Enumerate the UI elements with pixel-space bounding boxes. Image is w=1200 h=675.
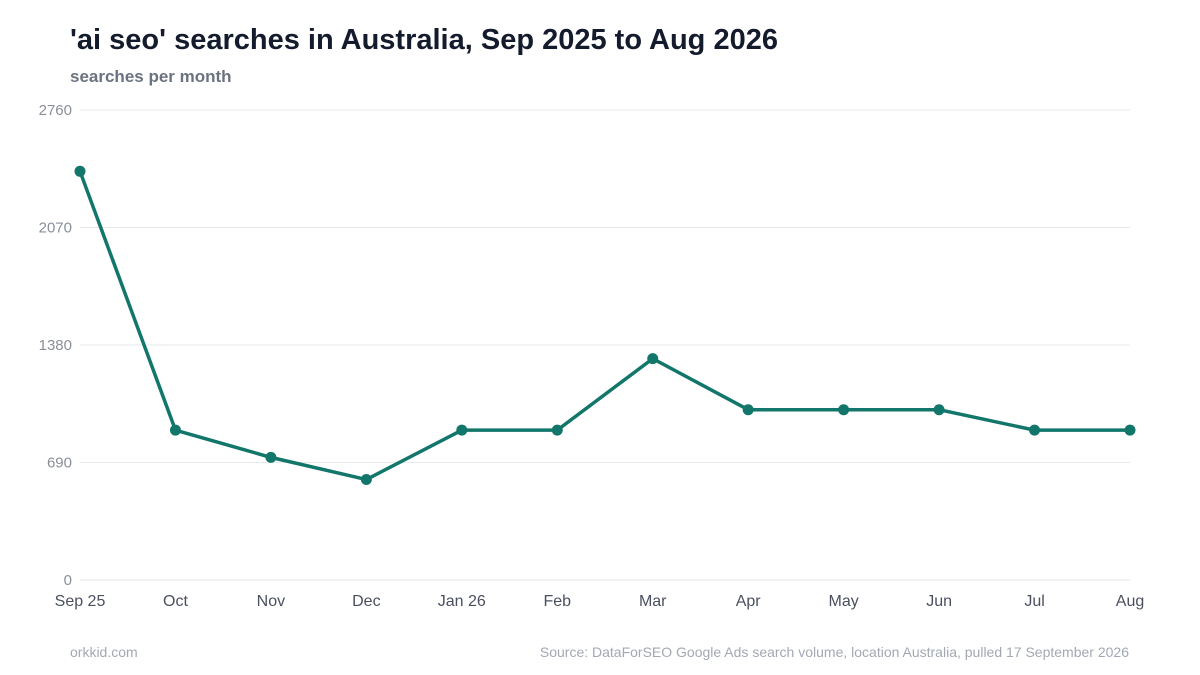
data-point[interactable] xyxy=(647,353,659,365)
x-tick-label: Oct xyxy=(163,593,188,610)
y-tick-label: 0 xyxy=(64,572,72,589)
y-tick-label: 2070 xyxy=(39,220,72,237)
y-tick-label: 690 xyxy=(47,455,72,472)
data-point[interactable] xyxy=(742,404,754,416)
footer-site[interactable]: orkkid.com xyxy=(70,644,138,660)
series-line xyxy=(78,169,1132,482)
series-layer xyxy=(74,165,1136,486)
x-tick-label: Dec xyxy=(352,593,380,610)
data-point[interactable] xyxy=(1029,424,1041,436)
y-tick-label: 1380 xyxy=(39,337,72,354)
x-tick-label: Apr xyxy=(736,593,762,610)
x-axis-ticks: Sep 25 Oct Nov Dec Jan 26 Feb Mar Apr May Jun Jul A… xyxy=(55,593,1145,610)
data-point[interactable] xyxy=(1124,424,1136,436)
data-point[interactable] xyxy=(265,451,277,463)
data-point[interactable] xyxy=(456,424,468,436)
data-point[interactable] xyxy=(169,424,181,436)
x-tick-label: Jul xyxy=(1024,593,1044,610)
x-tick-label: Feb xyxy=(543,593,571,610)
x-tick-label: Sep 25 xyxy=(55,593,106,610)
y-tick-label: 2760 xyxy=(39,102,72,119)
x-tick-label: Jan 26 xyxy=(438,593,486,610)
x-tick-label: Nov xyxy=(257,593,285,610)
data-point[interactable] xyxy=(74,165,86,177)
y-axis-ticks: 0 690 1380 2070 2760 xyxy=(39,102,72,589)
chart-title: 'ai seo' searches in Australia, Sep 2025… xyxy=(70,24,778,56)
x-tick-label: Aug xyxy=(1116,593,1144,610)
data-point[interactable] xyxy=(360,474,372,486)
x-tick-label: Jun xyxy=(926,593,952,610)
data-point[interactable] xyxy=(551,424,563,436)
data-point[interactable] xyxy=(933,404,945,416)
chart-subtitle: searches per month xyxy=(70,67,232,86)
footer-source: Source: DataForSEO Google Ads search vol… xyxy=(539,644,1129,660)
x-tick-label: May xyxy=(829,593,859,610)
x-tick-label: Mar xyxy=(639,593,667,610)
grid-layer xyxy=(80,109,1130,581)
data-point[interactable] xyxy=(838,404,850,416)
